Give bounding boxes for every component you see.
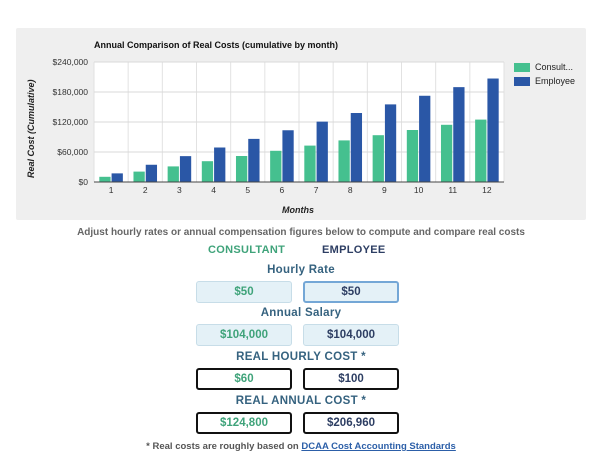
bar-employee — [111, 173, 123, 182]
x-tick-label: 10 — [414, 185, 424, 195]
bar-employee — [282, 130, 294, 182]
employee-hourly-rate-input[interactable] — [303, 281, 399, 303]
bar-employee — [453, 87, 465, 182]
y-tick-label: $180,000 — [53, 87, 89, 97]
consultant-real-annual-cost: $124,800 — [196, 412, 292, 434]
x-tick-label: 8 — [348, 185, 353, 195]
chart-panel: $0 $60,000 $120,000 $180,000 $240,000 1 2 3 4 5 6 7… — [16, 28, 586, 220]
employee-annual-salary-input[interactable] — [303, 324, 399, 346]
bar-employee — [214, 147, 226, 182]
legend-item-employee[interactable]: Employee — [514, 74, 575, 88]
x-tick-label: 9 — [382, 185, 387, 195]
chart-y-axis-label: Real Cost (Cumulative) — [26, 79, 36, 178]
chart-title: Annual Comparison of Real Costs (cumulat… — [94, 40, 339, 50]
bar-employee — [248, 138, 260, 182]
dcaa-standards-link[interactable]: DCAA Cost Accounting Standards — [301, 441, 456, 452]
column-header-employee: EMPLOYEE — [322, 244, 386, 256]
bar-consultant — [406, 130, 419, 182]
y-tick-label: $120,000 — [53, 117, 89, 127]
bar-consultant — [270, 150, 282, 182]
x-tick-label: 11 — [448, 185, 457, 195]
y-tick-label: $240,000 — [53, 57, 89, 67]
consultant-hourly-rate-input[interactable] — [196, 281, 292, 303]
consultant-real-hourly-cost: $60 — [196, 368, 292, 390]
bar-employee — [384, 104, 397, 182]
bar-employee — [419, 95, 431, 182]
real-annual-cost-label: REAL ANNUAL COST * — [235, 395, 367, 407]
legend-swatch-employee — [514, 76, 530, 86]
bar-employee — [350, 113, 363, 182]
hourly-rate-label: Hourly Rate — [267, 264, 335, 276]
bar-consultant — [167, 166, 179, 182]
bar-consultant — [99, 176, 111, 182]
x-tick-label: 6 — [280, 185, 285, 195]
employee-real-annual-cost: $206,960 — [303, 412, 399, 434]
chart-legend: Consult... Employee — [514, 60, 575, 88]
bar-consultant — [201, 161, 214, 182]
bar-employee — [487, 78, 499, 182]
bar-employee — [316, 121, 328, 182]
bar-consultant — [235, 156, 248, 182]
x-tick-label: 3 — [177, 185, 182, 195]
annual-salary-label: Annual Salary — [260, 307, 342, 319]
x-tick-label: 1 — [109, 185, 114, 195]
legend-swatch-consultant — [514, 62, 530, 72]
bar-consultant — [304, 145, 316, 182]
bar-consultant — [475, 119, 487, 182]
x-tick-label: 5 — [245, 185, 250, 195]
footnote-text: * Real costs are roughly based on — [146, 441, 302, 452]
legend-item-consultant[interactable]: Consult... — [514, 60, 575, 74]
bar-employee — [145, 164, 158, 182]
real-hourly-cost-label: REAL HOURLY COST * — [236, 351, 366, 363]
x-tick-label: 4 — [211, 185, 216, 195]
y-tick-label: $0 — [79, 177, 89, 187]
x-tick-label: 7 — [314, 185, 319, 195]
legend-label-consultant: Consult... — [535, 62, 574, 72]
consultant-annual-salary-input[interactable] — [196, 324, 292, 346]
instructions-text: Adjust hourly rates or annual compensati… — [77, 227, 525, 238]
bar-consultant — [338, 140, 350, 182]
employee-real-hourly-cost: $100 — [303, 368, 399, 390]
legend-label-employee: Employee — [535, 76, 576, 86]
y-tick-label: $60,000 — [57, 147, 88, 157]
footnote: * Real costs are roughly based on DCAA C… — [0, 441, 602, 452]
bar-consultant — [440, 124, 453, 182]
x-tick-label: 2 — [143, 185, 148, 195]
bar-consultant — [133, 171, 145, 182]
x-tick-label: 12 — [482, 185, 492, 195]
bar-employee — [179, 156, 192, 182]
chart-x-axis-label: Months — [282, 205, 314, 215]
bar-consultant — [372, 135, 384, 182]
column-header-consultant: CONSULTANT — [208, 244, 286, 256]
